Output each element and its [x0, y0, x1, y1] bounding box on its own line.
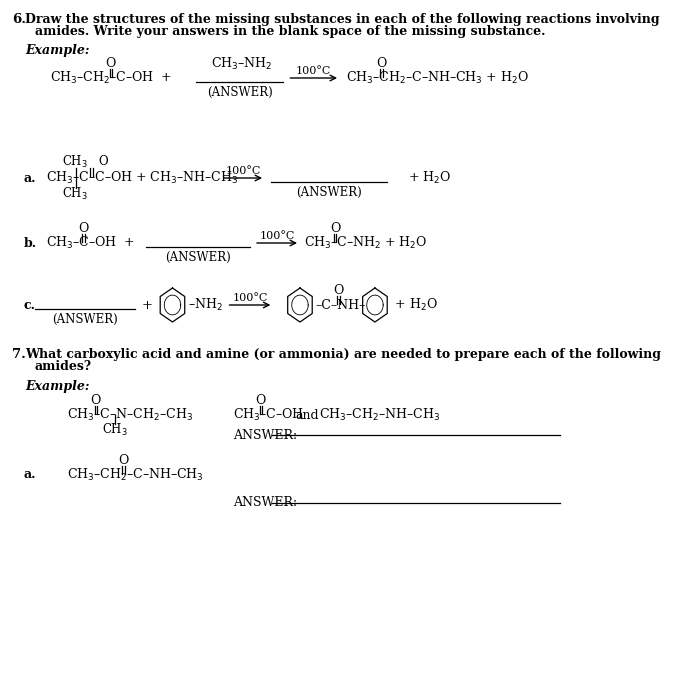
Text: a.: a.	[23, 172, 36, 184]
Text: What carboxylic acid and amine (or ammonia) are needed to prepare each of the fo: What carboxylic acid and amine (or ammon…	[25, 348, 661, 361]
Text: 100°C: 100°C	[225, 166, 260, 176]
Text: (ANSWER): (ANSWER)	[165, 250, 231, 263]
Text: –C–NH–: –C–NH–	[315, 298, 365, 311]
Text: CH$_3$–C–OH  +: CH$_3$–C–OH +	[46, 235, 134, 251]
Text: and: and	[296, 409, 319, 421]
Text: CH$_3$–C–OH: CH$_3$–C–OH	[233, 407, 304, 423]
Text: O: O	[106, 56, 116, 70]
Text: + H$_2$O: + H$_2$O	[391, 297, 438, 313]
Text: CH$_3$–CH$_2$–C–OH  +: CH$_3$–CH$_2$–C–OH +	[50, 70, 172, 86]
Text: 100°C: 100°C	[296, 66, 331, 76]
Text: CH$_3$: CH$_3$	[62, 186, 88, 202]
Text: O: O	[256, 393, 266, 407]
Text: ANSWER:: ANSWER:	[233, 429, 298, 441]
Text: (ANSWER): (ANSWER)	[207, 85, 273, 99]
Text: O: O	[118, 454, 129, 466]
Text: O: O	[333, 284, 344, 297]
Text: O: O	[377, 56, 387, 70]
Text: amides?: amides?	[35, 360, 92, 373]
Text: O: O	[90, 393, 101, 407]
Text: ANSWER:: ANSWER:	[233, 496, 298, 509]
Text: (ANSWER): (ANSWER)	[52, 313, 118, 325]
Text: 7.: 7.	[13, 348, 27, 361]
Text: CH$_3$–C–NH$_2$ + H$_2$O: CH$_3$–C–NH$_2$ + H$_2$O	[304, 235, 428, 251]
Text: 100°C: 100°C	[260, 231, 295, 241]
Text: Example:: Example:	[25, 44, 90, 57]
Text: (ANSWER): (ANSWER)	[296, 186, 362, 199]
Text: c.: c.	[23, 298, 35, 311]
Text: CH$_3$–CH$_2$–C–NH–CH$_3$ + H$_2$O: CH$_3$–CH$_2$–C–NH–CH$_3$ + H$_2$O	[346, 70, 528, 86]
Text: CH$_3$–CH$_2$–NH–CH$_3$: CH$_3$–CH$_2$–NH–CH$_3$	[319, 407, 440, 423]
Text: + H$_2$O: + H$_2$O	[408, 170, 452, 186]
Text: CH$_3$–NH$_2$: CH$_3$–NH$_2$	[211, 56, 272, 72]
Text: CH$_3$–CH$_2$–C–NH–CH$_3$: CH$_3$–CH$_2$–C–NH–CH$_3$	[66, 467, 204, 483]
Text: CH$_3$–C–C–OH + CH$_3$–NH–CH$_3$: CH$_3$–C–C–OH + CH$_3$–NH–CH$_3$	[46, 170, 238, 186]
Text: +: +	[141, 298, 153, 311]
Text: b.: b.	[23, 236, 36, 250]
Text: CH$_3$   O: CH$_3$ O	[62, 154, 110, 170]
Text: 100°C: 100°C	[232, 293, 267, 303]
Text: O: O	[78, 222, 88, 234]
Text: amides. Write your answers in the blank space of the missing substance.: amides. Write your answers in the blank …	[35, 25, 545, 38]
Text: Example:: Example:	[25, 380, 90, 393]
Text: –NH$_2$: –NH$_2$	[188, 297, 223, 313]
Text: 6.: 6.	[13, 13, 27, 26]
Text: a.: a.	[23, 468, 36, 482]
Text: Draw the structures of the missing substances in each of the following reactions: Draw the structures of the missing subst…	[25, 13, 659, 26]
Text: CH$_3$: CH$_3$	[102, 422, 128, 438]
Text: CH$_3$–C–N–CH$_2$–CH$_3$: CH$_3$–C–N–CH$_2$–CH$_3$	[66, 407, 192, 423]
Text: O: O	[330, 222, 340, 234]
